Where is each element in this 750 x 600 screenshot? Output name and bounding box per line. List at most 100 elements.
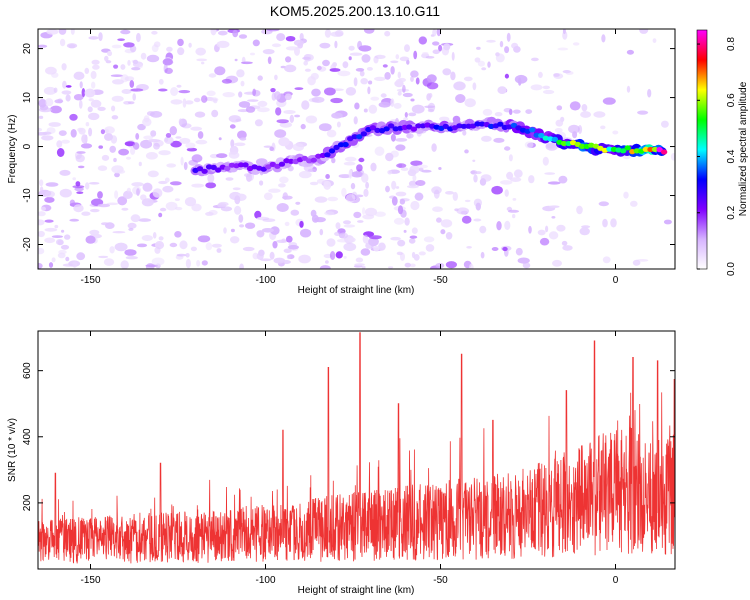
snr-frame — [37, 330, 676, 570]
noise-blob — [177, 47, 185, 56]
noise-blob — [542, 89, 555, 95]
ridge-core — [374, 127, 381, 133]
ridge-core — [465, 123, 472, 129]
noise-blob — [234, 205, 242, 215]
noise-blob — [174, 198, 180, 202]
noise-blob — [180, 156, 184, 166]
ridge-core — [224, 165, 231, 172]
noise-blob — [153, 41, 161, 48]
noise-blob — [136, 32, 141, 43]
noise-blob — [602, 256, 611, 264]
noise-blob — [556, 224, 566, 232]
noise-blob — [142, 182, 153, 192]
noise-blob — [147, 139, 161, 143]
noise-blob — [128, 227, 134, 231]
noise-blob — [58, 29, 67, 35]
noise-blob — [499, 40, 504, 48]
noise-blob — [504, 73, 509, 79]
noise-blob — [70, 129, 77, 138]
noise-blob — [131, 182, 144, 187]
noise-blob — [507, 209, 520, 213]
noise-blob — [361, 265, 366, 269]
noise-blob — [238, 34, 248, 39]
ridge-core — [210, 164, 217, 170]
noise-blob — [230, 228, 235, 233]
noise-blob — [170, 99, 183, 105]
noise-blob — [278, 183, 286, 188]
noise-blob — [637, 110, 649, 115]
noise-blob — [480, 251, 485, 259]
noise-blob — [612, 130, 619, 135]
ridge-core — [656, 147, 663, 153]
noise-blob — [472, 82, 477, 91]
noise-blob — [415, 180, 426, 186]
colorbar-gradient — [697, 30, 707, 269]
y-tick-label: -10 — [22, 188, 33, 203]
noise-blob — [400, 167, 409, 172]
noise-blob — [473, 218, 482, 222]
noise-blob — [110, 74, 124, 77]
noise-blob — [388, 266, 394, 269]
noise-blob — [479, 178, 487, 186]
noise-blob — [56, 148, 65, 157]
snr-x-ticks: -150 -100 -50 0 — [80, 331, 619, 586]
noise-blob — [269, 146, 275, 151]
noise-blob — [138, 218, 152, 222]
noise-blob — [363, 188, 369, 197]
noise-blob — [495, 52, 500, 57]
noise-blob — [239, 137, 247, 141]
noise-blob — [623, 191, 629, 199]
noise-blob — [130, 147, 136, 155]
noise-blob — [273, 257, 286, 264]
noise-blob — [118, 148, 129, 156]
noise-blob — [127, 222, 137, 229]
noise-blob — [49, 105, 62, 114]
noise-blob — [141, 235, 153, 241]
noise-blob — [395, 191, 407, 197]
noise-blob — [174, 231, 182, 238]
noise-blob — [232, 29, 239, 38]
noise-blob — [466, 246, 472, 249]
noise-blob — [368, 80, 373, 85]
noise-blob — [395, 138, 408, 142]
noise-blob — [548, 231, 559, 240]
noise-blob — [208, 73, 217, 78]
noise-blob — [38, 44, 48, 48]
noise-blob — [601, 34, 606, 43]
noise-blob — [581, 104, 588, 112]
ridge-core — [442, 123, 449, 129]
noise-blob — [396, 163, 407, 168]
noise-blob — [56, 239, 64, 246]
noise-blob — [395, 144, 406, 151]
ridge-core — [215, 167, 222, 173]
ridge-core — [196, 166, 204, 172]
noise-blob — [579, 227, 590, 236]
noise-blob — [256, 230, 265, 238]
noise-blob — [114, 172, 120, 178]
noise-blob — [391, 196, 398, 206]
noise-blob — [506, 32, 511, 42]
noise-blob — [464, 98, 476, 108]
noise-blob — [402, 92, 413, 98]
noise-blob — [109, 246, 115, 254]
noise-blob — [515, 247, 523, 256]
noise-blob — [230, 139, 235, 148]
noise-blob — [504, 189, 509, 197]
noise-blob — [368, 104, 378, 114]
noise-blob — [63, 234, 71, 240]
noise-blob — [323, 180, 332, 190]
ridge-core — [356, 134, 363, 140]
noise-blob — [545, 142, 559, 151]
noise-blob — [493, 137, 505, 143]
ridge-core — [660, 149, 668, 155]
ridge-core — [328, 148, 336, 154]
noise-blob — [410, 98, 415, 102]
noise-blob — [197, 131, 204, 139]
noise-blob — [258, 249, 265, 257]
noise-blob — [319, 265, 331, 269]
noise-blob — [568, 124, 580, 134]
noise-blob — [46, 29, 59, 35]
noise-blob — [343, 224, 356, 228]
noise-blob — [404, 112, 408, 118]
noise-blob — [433, 189, 440, 199]
